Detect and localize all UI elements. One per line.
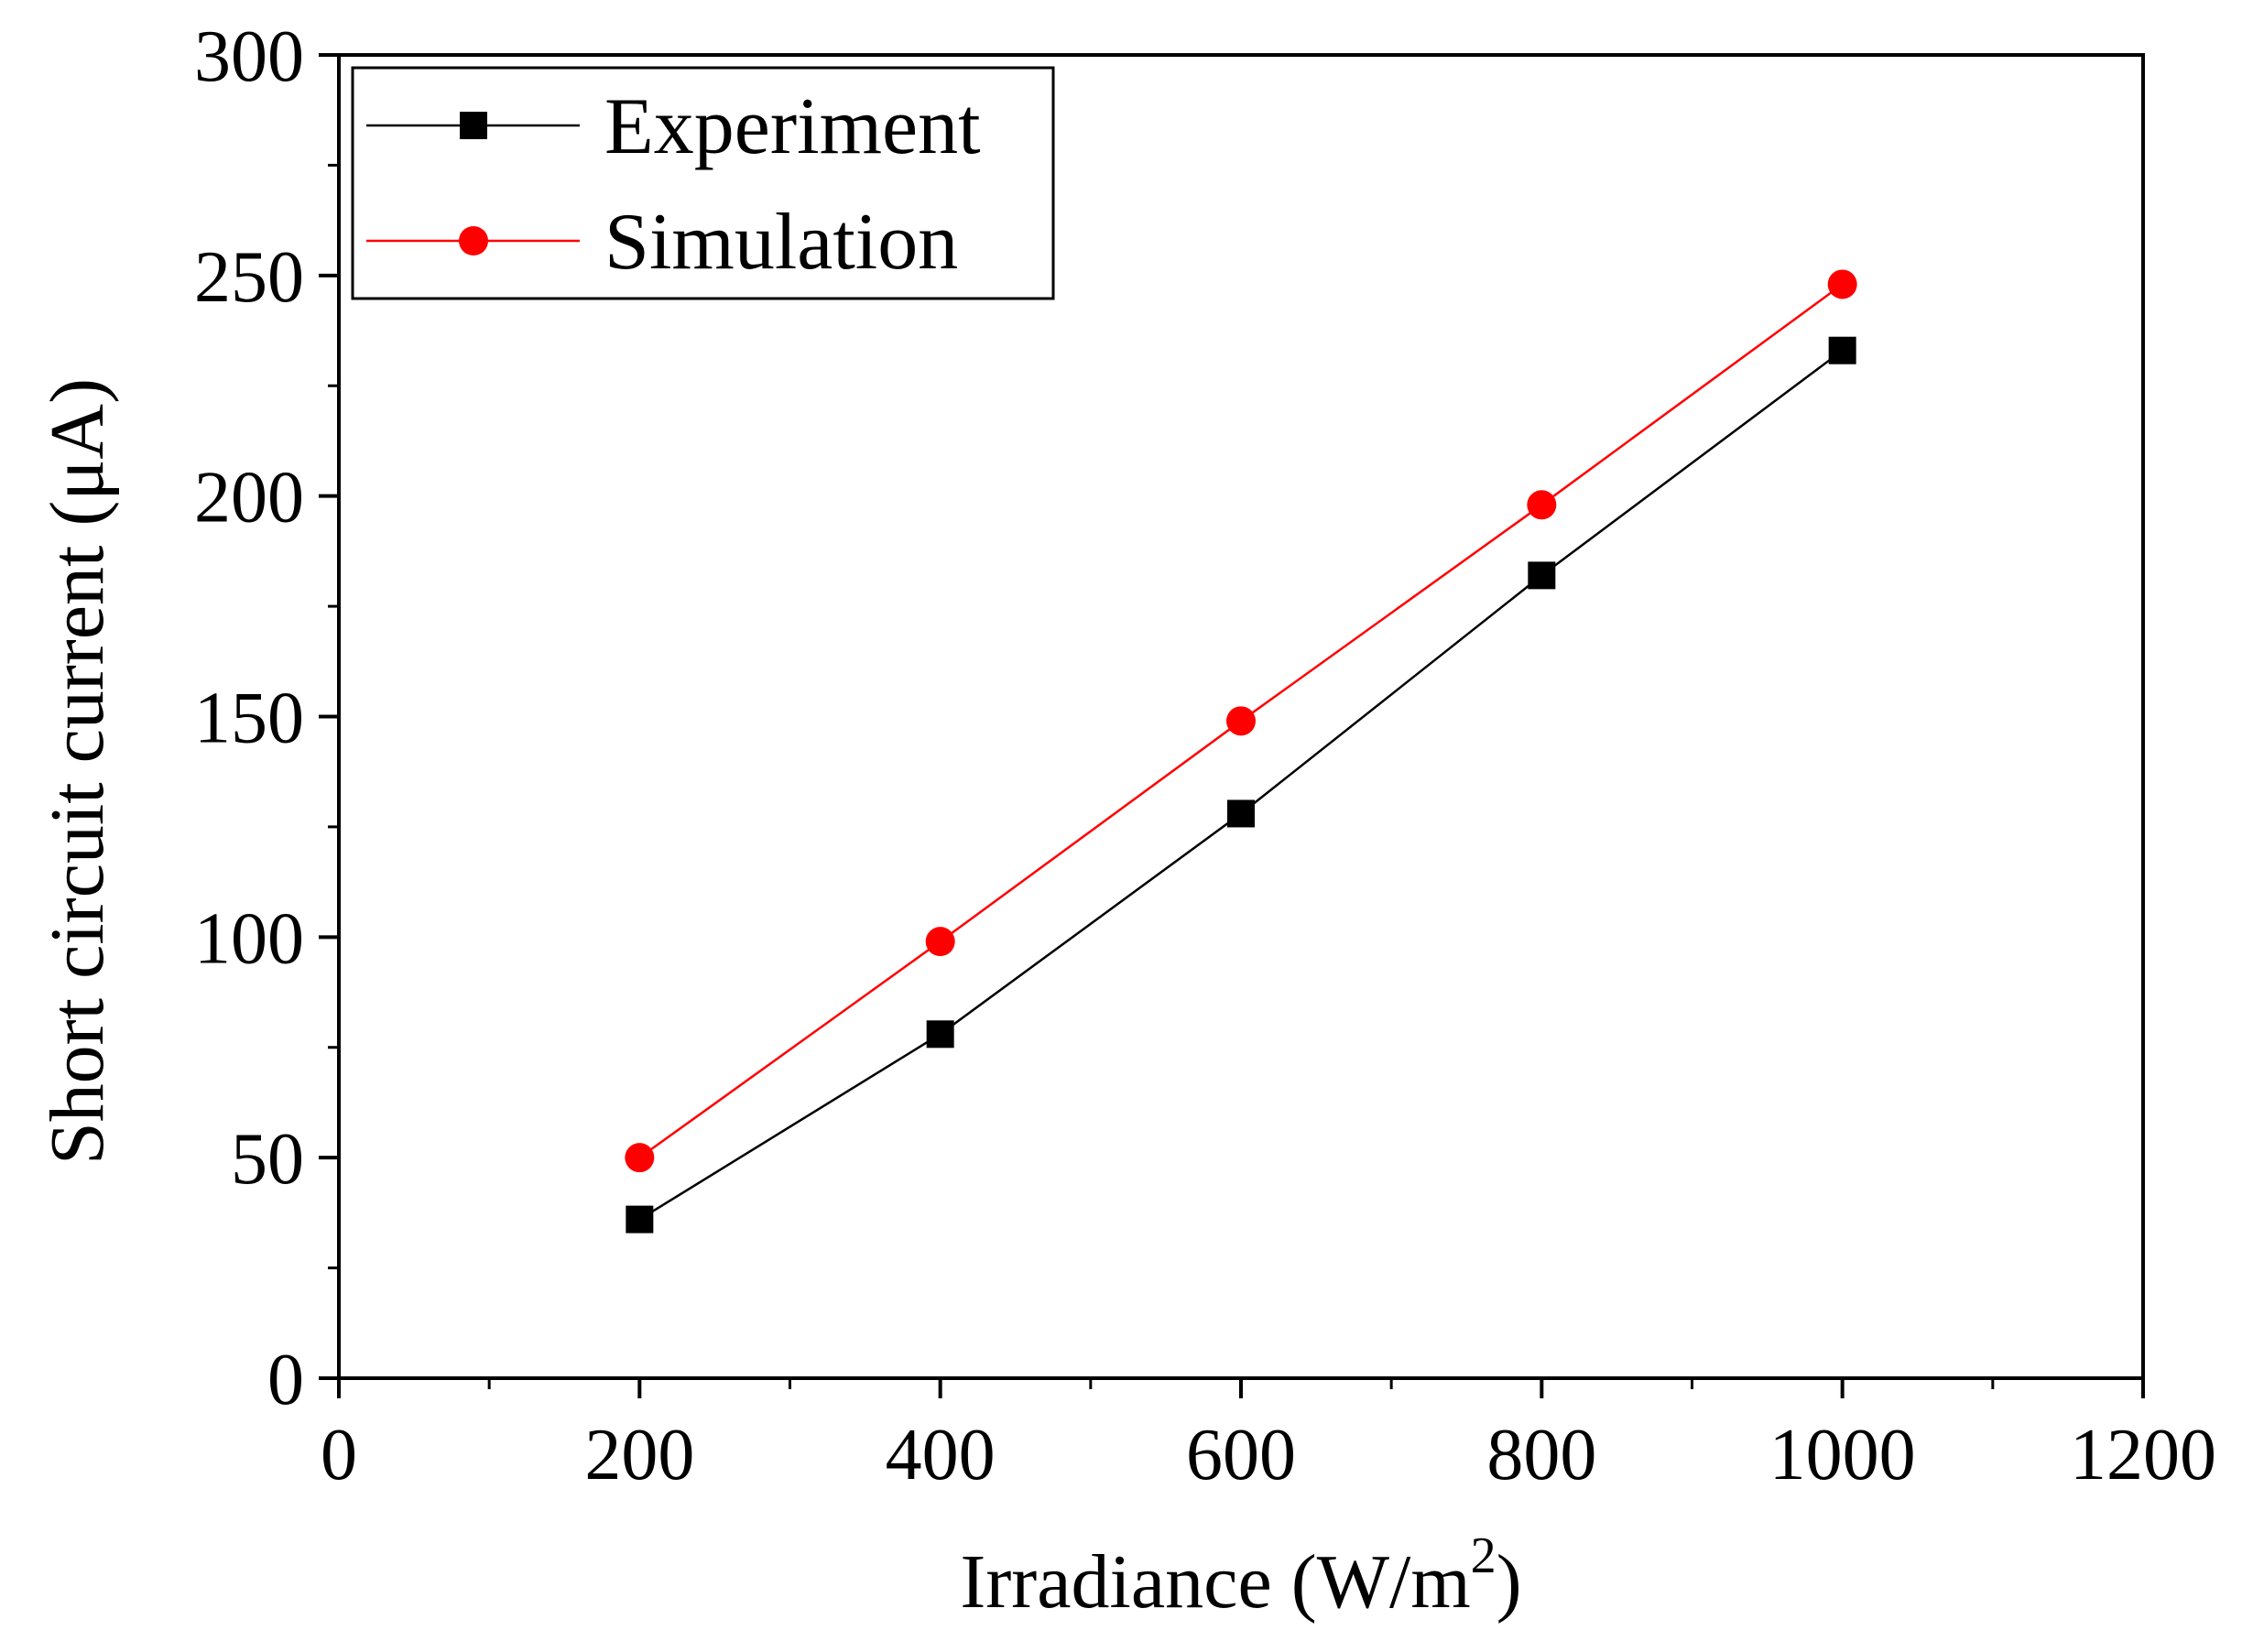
x-axis-title-suffix: ) xyxy=(1496,1539,1522,1625)
x-tick-label: 1000 xyxy=(1769,1415,1916,1495)
legend-marker-simulation xyxy=(459,226,488,255)
x-axis-title-text: Irradiance (W/m xyxy=(960,1539,1470,1625)
experiment-line xyxy=(638,349,1844,1221)
y-axis-title: Short circuit current (μA) xyxy=(35,378,120,1165)
simulation-point xyxy=(1827,269,1857,299)
legend-box xyxy=(351,66,1055,300)
legend-item-experiment: Experiment xyxy=(366,82,981,171)
y-tick-label: 300 xyxy=(194,16,304,97)
series-simulation xyxy=(625,269,1857,1173)
x-axis-ticks xyxy=(337,1378,2145,1398)
y-tick-label: 0 xyxy=(267,1340,304,1420)
legend-item-simulation: Simulation xyxy=(366,198,958,287)
x-tick-label: 200 xyxy=(584,1415,694,1495)
simulation-point xyxy=(1527,490,1557,520)
x-tick-label: 600 xyxy=(1186,1415,1296,1495)
series-layer xyxy=(625,269,1857,1234)
x-tick-label: 0 xyxy=(321,1415,357,1495)
simulation-point xyxy=(625,1143,655,1173)
x-tick-label: 400 xyxy=(886,1415,996,1495)
y-axis-ticks xyxy=(319,53,339,1380)
x-tick-label: 1200 xyxy=(2070,1415,2216,1495)
legend-label-simulation: Simulation xyxy=(604,198,958,287)
experiment-point xyxy=(1528,561,1556,590)
y-tick-label: 100 xyxy=(194,898,304,979)
y-tick-label: 250 xyxy=(194,237,304,318)
experiment-point xyxy=(1227,799,1255,828)
y-axis-tick-labels: 0 50 100 150 200 250 300 xyxy=(194,16,304,1420)
y-tick-label: 50 xyxy=(231,1119,304,1200)
y-tick-label: 150 xyxy=(194,679,304,759)
x-axis-tick-labels: 0 200 400 600 800 1000 1200 xyxy=(321,1415,2216,1495)
series-experiment xyxy=(626,336,1856,1234)
simulation-point xyxy=(925,927,955,957)
legend-marker-experiment xyxy=(460,112,487,139)
experiment-point xyxy=(1828,336,1856,364)
experiment-point xyxy=(626,1205,654,1234)
simulation-point xyxy=(1226,706,1256,736)
x-axis-title: Irradiance (W/m2) xyxy=(960,1527,1521,1625)
legend-label-experiment: Experiment xyxy=(604,82,981,171)
experiment-point xyxy=(926,1020,954,1049)
x-tick-label: 800 xyxy=(1486,1415,1596,1495)
y-tick-label: 200 xyxy=(194,458,304,538)
x-axis-title-superscript: 2 xyxy=(1471,1527,1496,1584)
legend: Experiment Simulation xyxy=(351,66,1055,300)
